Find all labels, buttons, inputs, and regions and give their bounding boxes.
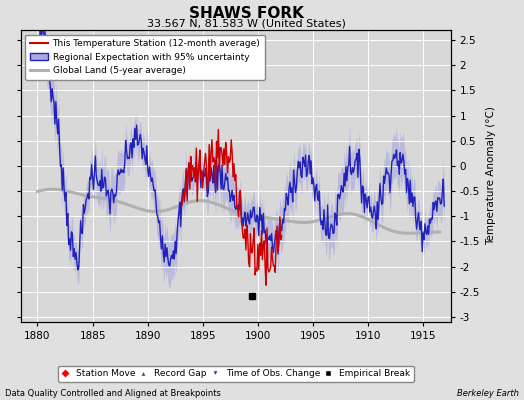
Text: SHAWS FORK: SHAWS FORK	[189, 6, 304, 21]
Y-axis label: Temperature Anomaly (°C): Temperature Anomaly (°C)	[486, 106, 496, 246]
Legend: Station Move, Record Gap, Time of Obs. Change, Empirical Break: Station Move, Record Gap, Time of Obs. C…	[58, 366, 414, 382]
Text: Data Quality Controlled and Aligned at Breakpoints: Data Quality Controlled and Aligned at B…	[5, 389, 221, 398]
Text: 33.567 N, 81.583 W (United States): 33.567 N, 81.583 W (United States)	[147, 18, 346, 28]
Text: Berkeley Earth: Berkeley Earth	[457, 389, 519, 398]
